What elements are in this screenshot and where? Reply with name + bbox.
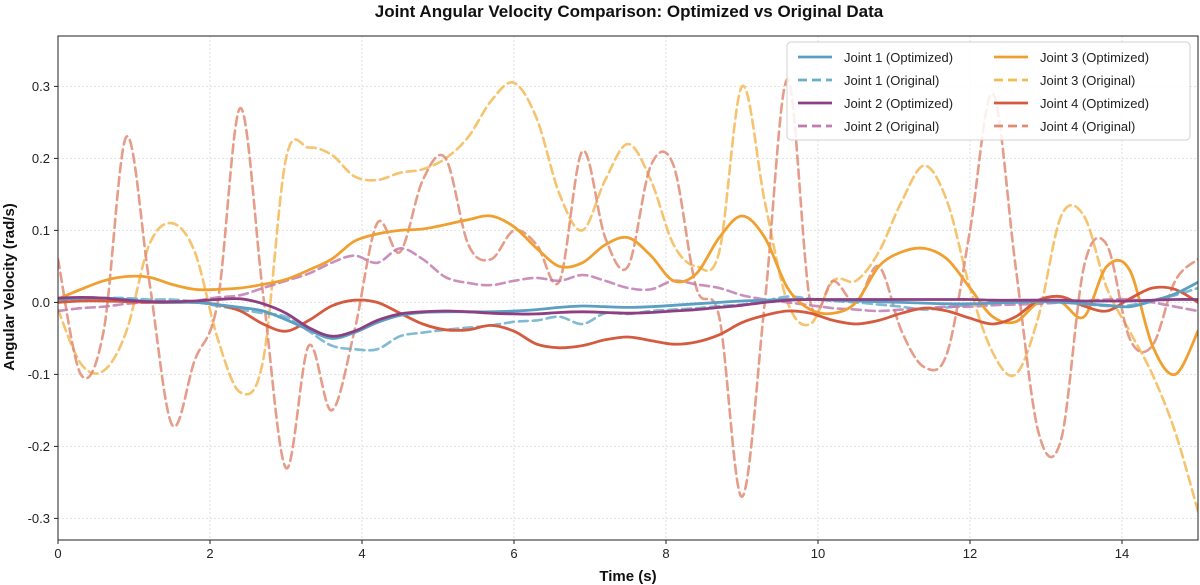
series-line-joint-1-optimized <box>58 280 1198 340</box>
x-axis-ticks: 0 2 4 6 8 10 12 14 <box>54 540 1129 561</box>
legend-label: Joint 4 (Original) <box>1040 119 1135 134</box>
legend-label: Joint 4 (Optimized) <box>1040 96 1149 111</box>
series-line-joint-3-original <box>58 81 1198 513</box>
plot-area-frame <box>57 35 1199 541</box>
x-tick-label: 6 <box>510 546 517 561</box>
y-tick-label: 0.3 <box>32 79 50 94</box>
legend-label: Joint 1 (Original) <box>844 73 939 88</box>
legend-label: Joint 3 (Original) <box>1040 73 1135 88</box>
x-tick-label: 8 <box>662 546 669 561</box>
x-tick-label: 4 <box>358 546 365 561</box>
y-axis-ticks: -0.3 -0.2 -0.1 0.0 0.1 0.2 0.3 <box>28 79 58 526</box>
x-tick-label: 12 <box>963 546 977 561</box>
y-tick-label: 0.1 <box>32 223 50 238</box>
legend-label: Joint 1 (Optimized) <box>844 50 953 65</box>
y-tick-label: -0.3 <box>28 511 50 526</box>
series-lines <box>58 77 1198 513</box>
x-tick-label: 14 <box>1115 546 1129 561</box>
series-line-joint-2-optimized <box>58 296 1198 338</box>
y-tick-label: 0.2 <box>32 151 50 166</box>
x-axis-label: Time (s) <box>599 568 656 585</box>
legend-label: Joint 2 (Optimized) <box>844 96 953 111</box>
y-tick-label: 0.0 <box>32 295 50 310</box>
series-line-joint-2-original <box>58 247 1198 313</box>
series-line-joint-3-optimized <box>58 214 1198 376</box>
legend-label: Joint 3 (Optimized) <box>1040 50 1149 65</box>
legend-box <box>786 41 1191 141</box>
y-axis-label: Angular Velocity (rad/s) <box>1 203 18 371</box>
x-tick-label: 0 <box>54 546 61 561</box>
y-tick-label: -0.1 <box>28 367 50 382</box>
y-tick-label: -0.2 <box>28 439 50 454</box>
chart-legend: Joint 1 (Optimized) Joint 1 (Original) Joi… <box>786 41 1191 141</box>
legend-label: Joint 2 (Original) <box>844 119 939 134</box>
x-tick-label: 10 <box>811 546 825 561</box>
chart-title: Joint Angular Velocity Comparison: Optim… <box>375 2 884 21</box>
series-line-joint-4-optimized <box>58 285 1198 350</box>
x-tick-label: 2 <box>206 546 213 561</box>
